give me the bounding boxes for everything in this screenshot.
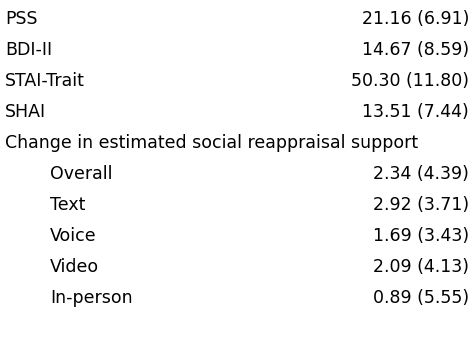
Text: STAI-Trait: STAI-Trait	[5, 72, 85, 90]
Text: 1.69 (3.43): 1.69 (3.43)	[373, 227, 469, 245]
Text: 50.30 (11.80): 50.30 (11.80)	[351, 72, 469, 90]
Text: 21.16 (6.91): 21.16 (6.91)	[362, 10, 469, 28]
Text: 0.89 (5.55): 0.89 (5.55)	[373, 289, 469, 307]
Text: 2.92 (3.71): 2.92 (3.71)	[373, 196, 469, 214]
Text: 2.09 (4.13): 2.09 (4.13)	[373, 258, 469, 276]
Text: 13.51 (7.44): 13.51 (7.44)	[362, 103, 469, 121]
Text: SHAI: SHAI	[5, 103, 46, 121]
Text: Voice: Voice	[50, 227, 97, 245]
Text: In-person: In-person	[50, 289, 133, 307]
Text: Overall: Overall	[50, 165, 112, 183]
Text: BDI-II: BDI-II	[5, 41, 52, 59]
Text: Text: Text	[50, 196, 85, 214]
Text: 2.34 (4.39): 2.34 (4.39)	[373, 165, 469, 183]
Text: PSS: PSS	[5, 10, 37, 28]
Text: Change in estimated social reappraisal support: Change in estimated social reappraisal s…	[5, 134, 418, 152]
Text: 14.67 (8.59): 14.67 (8.59)	[362, 41, 469, 59]
Text: Video: Video	[50, 258, 99, 276]
